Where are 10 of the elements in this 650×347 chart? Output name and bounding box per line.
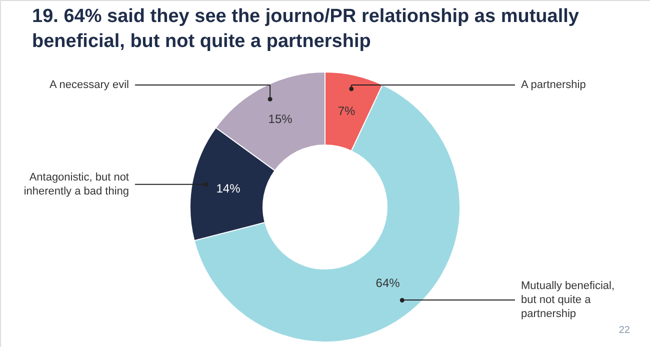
slice-label: Mutually beneficial, but not quite a partnership: [521, 280, 615, 320]
data-label: 15%: [268, 112, 293, 126]
slice-label: Antagonistic, but not inherently a bad thing: [24, 171, 129, 198]
data-label: 7%: [338, 104, 356, 118]
slice-label: A necessary evil: [50, 79, 129, 91]
data-label: 14%: [216, 182, 241, 196]
data-label: 64%: [376, 276, 400, 290]
text: 22: [618, 325, 630, 336]
chart-title: 19. 64% said they see the journo/PR relationship as mutually beneficial, but not quite a partnership: [32, 6, 580, 52]
slice-label: A partnership: [521, 79, 586, 91]
